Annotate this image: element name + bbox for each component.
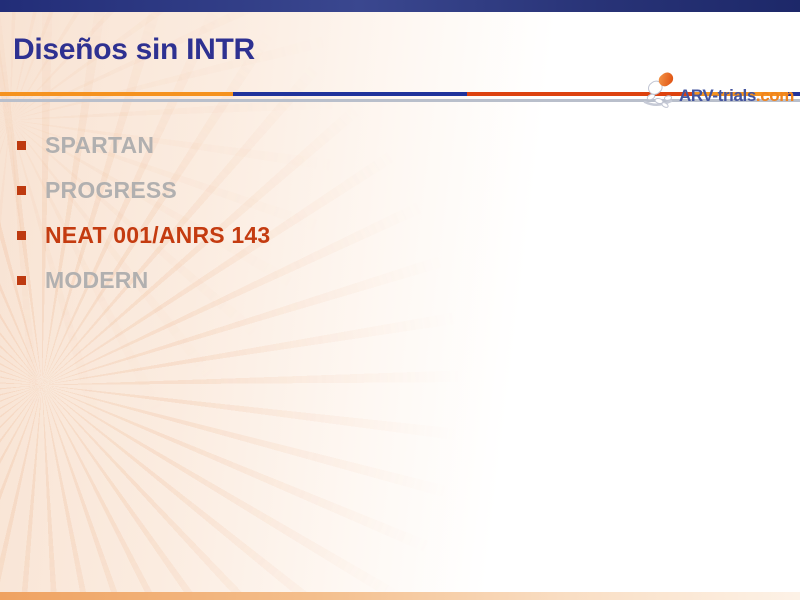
list-item-label: PROGRESS: [45, 176, 177, 203]
list-item-label: MODERN: [45, 266, 149, 293]
bullet-square-icon: [17, 275, 26, 285]
title-divider-colored: [0, 92, 800, 96]
list-item-spartan: SPARTAN: [17, 131, 577, 159]
logo-wordmark: ARV-trials.com: [679, 87, 794, 104]
divider-segment-orange-right: [694, 92, 788, 96]
top-accent-bar: [0, 0, 800, 12]
list-item-modern: MODERN: [17, 266, 577, 294]
bullet-square-icon: [17, 140, 26, 150]
slide-title: Diseños sin INTR: [13, 33, 255, 66]
arv-trials-logo: ARV-trials.com: [641, 68, 794, 117]
divider-segment-orange: [0, 92, 233, 96]
list-item-label: NEAT 001/ANRS 143: [45, 221, 271, 248]
pill-capsule-icon: [641, 68, 683, 117]
bottom-accent-bar: [0, 592, 800, 600]
list-item-progress: PROGRESS: [17, 176, 577, 204]
bullet-square-icon: [17, 185, 26, 195]
divider-segment-navy: [233, 92, 467, 96]
list-item-label: SPARTAN: [45, 131, 155, 158]
divider-segment-navy-right: [788, 92, 800, 96]
bullet-square-icon: [17, 230, 26, 240]
title-divider-gray: [0, 99, 800, 102]
trial-list: SPARTAN PROGRESS NEAT 001/ANRS 143 MODER…: [17, 131, 577, 311]
logo-brand: ARV-trials: [678, 86, 756, 105]
logo-tld: .com: [755, 86, 794, 105]
list-item-neat-001-anrs-143: NEAT 001/ANRS 143: [17, 221, 577, 249]
divider-segment-redorange: [467, 92, 694, 96]
